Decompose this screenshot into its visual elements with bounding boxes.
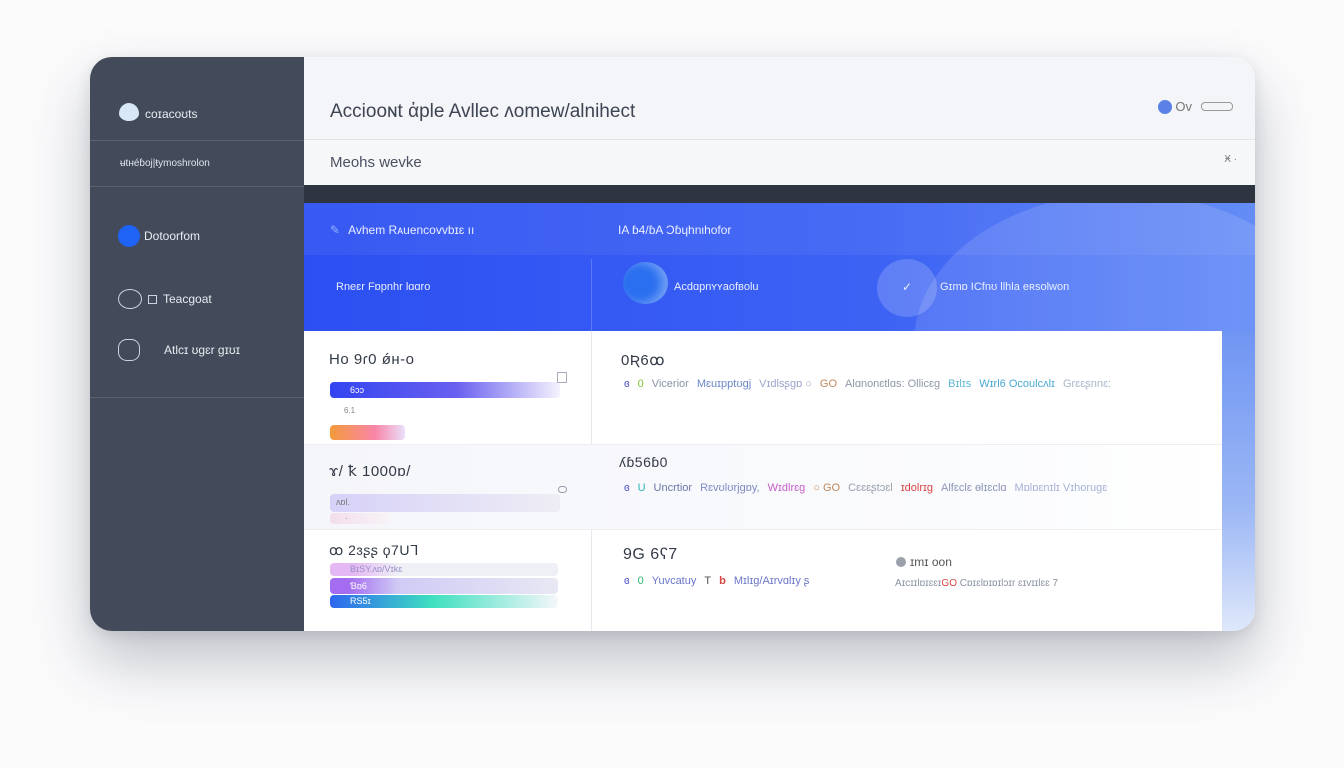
circle-icon [118,225,140,247]
sidebar-item-label: Dotoorfom [144,229,201,243]
sidebar-item-label: Atlcɪ ʊɡɛr ɡɪʊɪ [164,343,240,357]
sidebar-item-teams[interactable]: Teacgoat [118,289,212,309]
status-text: ɪmɪ oon [910,555,952,569]
row-value: Ho 9ɾ0 ǿн-o [329,351,415,368]
toggle-icon[interactable] [1201,102,1233,111]
status-note: AɪcɪɪlɒɪɛɛɪGO Cɒɪɛlɒɪɒɪlɔɪr ɛɪvɪɪlɛɛ 7 [895,578,1058,589]
row-metric: 9G 6ʕ7 [623,546,678,563]
tab-label: Avhem Rᴀuencovvbɪɛ ıı [348,223,475,237]
tag: Alfɛclɛ ɵlɪɛclɑ [941,482,1007,494]
tag: U [637,482,646,494]
tag-list: ɞ 0 Vicerior Mɛuɪpptʊɡj Vɪdlsʂɡɒ ○ GO Alɑnonɛt… [624,378,1119,390]
row-metric: 0Ʀ6ꝏ [621,352,665,369]
tag: Grɛɛʂnnɛ: [1062,378,1112,390]
note-part: GO [941,578,957,589]
status-icon [896,557,906,567]
tag: Mɪlɪɡ/Aɪrvɑlɪy ʂ [733,575,810,587]
edit-icon: ✎ [330,223,341,237]
page-title: Acciooɴt ἀple Avllec ʌomew/alnihect [330,101,636,122]
help-icon[interactable] [623,262,668,304]
sidebar-subtitle: ʉtнéɓoj|ŧymoshrolon [120,158,210,169]
banner-tab-1[interactable]: ✎ Avhem Rᴀuencovvbɪɛ ıı [330,223,474,237]
summary-banner: ✎ Avhem Rᴀuencovvbɪɛ ıı IA ɓ4/ɓA Ɔɓɥhnιh… [304,203,1255,331]
tag: Alɑnonɛtlɑs: Ollicɛɡ [845,378,941,390]
status-badge: ɪmɪ oon [896,555,952,569]
note-part: Cɒɪɛlɒɪɒɪlɔɪr ɛɪvɪɪlɛɛ 7 [959,578,1059,589]
avatar [1158,99,1173,114]
tag-list: ɞ U Uncrtior Rɛvʊlʊrjɡɒy, Wɪdlrɛɡ ○ GO Cɛɛɛʂtɔ… [624,482,1115,494]
tag: Bɪlɪs [948,378,972,390]
bar-caption: 6.1 [344,406,356,415]
tag: Cɛɛɛʂtɔɛl [848,482,893,494]
tag: Yuvcatuy [651,575,697,587]
row-value: ꝏ 2ɜʂʂ ϙ7Uᒣ [329,542,419,558]
tag: ɪdolrɪɡ [900,482,934,494]
sidebar-item-settings[interactable]: Atlcɪ ʊɡɛr ɡɪʊɪ [118,339,240,361]
more-button[interactable]: Ӿ · [1224,154,1237,165]
tag: ɞ [624,575,630,587]
brand-name: coɪacoʊts [145,107,198,121]
tag: 0 [637,575,644,587]
progress-bar: 6ɔɔ [330,382,560,398]
row-metric: ʎɓ56ɓ0 [619,454,668,470]
user-menu[interactable]: Ov [1158,99,1233,114]
profile-icon [118,339,140,361]
tag: Wɪdlrɛɡ [767,482,806,494]
banner-cell-3: Gɪmɒ ICfnʊ llhla eʀsolwon [940,281,1070,293]
steering-icon [118,289,142,309]
tag: Mɒlɒɛnɪlɪ Vɪhoruɡɛ [1014,482,1108,494]
progress-bar: · [330,513,390,524]
tag: ɞ [624,378,630,390]
tag: T [704,575,712,587]
progress-bar: ᴧɒl. [330,494,560,512]
progress-bar [330,425,405,440]
tag: GO [819,378,838,390]
tag: b [719,575,726,587]
sidebar-item-dashboard[interactable]: Dotoorfom [118,225,200,247]
app-window: coɪacoʊts ʉtнéɓoj|ŧymoshrolon Dotoorfom … [90,57,1255,631]
check-icon[interactable]: ✓ [877,259,937,317]
sidebar-item-label: Teacgoat [163,292,212,306]
note-part: Aɪcɪɪlɒɪɛɛɪ [895,578,942,589]
toggle-icon[interactable] [558,486,567,493]
tag: Wɪrl6 Ocoulcʌlɪ [979,378,1055,390]
tag: 0 [637,378,644,390]
section-title: Meohs wevke [330,154,422,171]
logo-icon [119,103,139,121]
table-row: ꝏ 2ɜʂʂ ϙ7Uᒣ BɪSY.ᴧɒ/Vɪkɛ Ɓɒ6 RS5ɪ 9G 6ʕ7… [304,530,1222,631]
header: Acciooɴt ἀple Avllec ʌomew/alnihect Ov [304,57,1255,140]
main-content: Acciooɴt ἀple Avllec ʌomew/alnihect Ov M… [304,57,1255,631]
sidebar: coɪacoʊts ʉtнéɓoj|ŧymoshrolon Dotoorfom … [90,57,304,631]
tag: ɞ [624,482,630,494]
doc-icon[interactable] [557,372,567,383]
tag: Rɛvʊlʊrjɡɒy, [700,482,760,494]
row-value: ɤ/ ꝁ 1000ɒ/ [329,463,411,480]
tag: ○ GO [813,482,841,494]
banner-cell-1: Rneɛr Fɒpnhr lɑɑro [336,281,431,293]
table-row: ɤ/ ꝁ 1000ɒ/ ᴧɒl. · ʎɓ56ɓ0 ɞ U Uncrtior Rɛvʊ… [304,445,1222,530]
table-row: Ho 9ɾ0 ǿн-o 6ɔɔ 6.1 0Ʀ6ꝏ ɞ 0 Vicerior Mɛuɪp… [304,331,1222,445]
progress-bar: BɪSY.ᴧɒ/Vɪkɛ [330,563,558,576]
progress-bar: RS5ɪ [330,595,558,608]
user-label: Ov [1175,99,1192,114]
tag: Vicerior [651,378,689,390]
banner-cell-2: Acdɑpnʏʏaofвolu [674,281,759,293]
scroll-edge [1222,331,1255,631]
tag: Vɪdlsʂɡɒ ○ [759,378,812,390]
subheader: Meohs wevke Ӿ · [304,140,1255,185]
banner-tab-2[interactable]: IA ɓ4/ɓA Ɔɓɥhnιhofor [618,223,732,237]
tag: Mɛuɪpptʊɡj [696,378,752,390]
tag: Uncrtior [653,482,693,494]
divider-band [304,185,1255,203]
progress-bar: Ɓɒ6 [330,578,558,594]
edit-icon [148,294,157,304]
